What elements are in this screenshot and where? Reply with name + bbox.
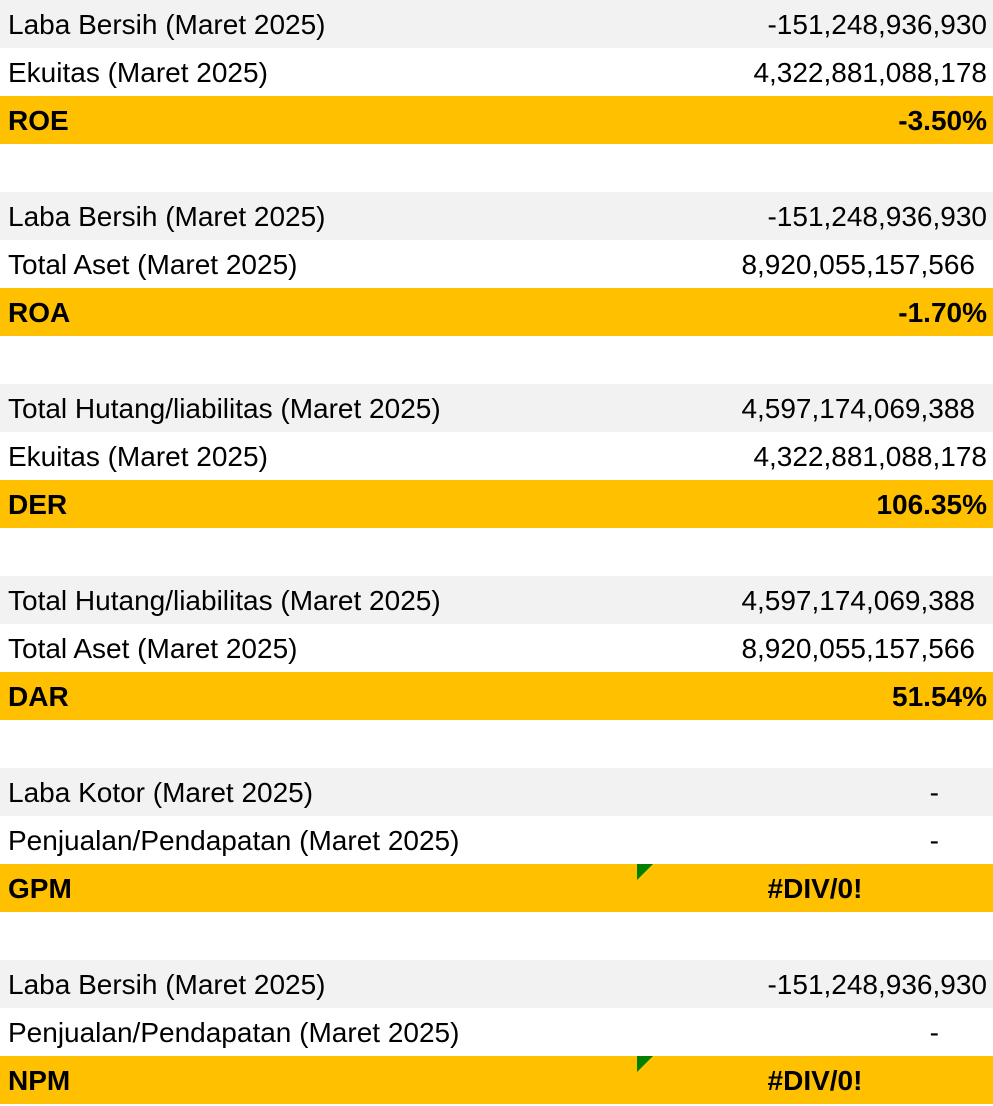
- cell-label[interactable]: Total Aset (Maret 2025): [8, 249, 298, 280]
- cell-value[interactable]: 51.54%: [892, 681, 987, 712]
- result-row: DAR 51.54%: [0, 672, 993, 720]
- cell-value[interactable]: -3.50%: [898, 105, 987, 136]
- cell-value[interactable]: -: [929, 1017, 939, 1048]
- cell-label[interactable]: Ekuitas (Maret 2025): [8, 441, 268, 472]
- cell-label[interactable]: NPM: [8, 1065, 71, 1096]
- cell-label[interactable]: DER: [8, 489, 68, 520]
- cell-label[interactable]: Laba Bersih (Maret 2025): [8, 9, 326, 40]
- cell-label[interactable]: Total Aset (Maret 2025): [8, 633, 298, 664]
- cell-label[interactable]: ROE: [8, 105, 69, 136]
- cell-value[interactable]: -1.70%: [898, 297, 987, 328]
- result-row: ROE -3.50%: [0, 96, 993, 144]
- cell-label[interactable]: DAR: [8, 681, 69, 712]
- cell-value[interactable]: -151,248,936,930: [767, 9, 987, 40]
- cell-label[interactable]: Ekuitas (Maret 2025): [8, 57, 268, 88]
- cell-label[interactable]: Penjualan/Pendapatan (Maret 2025): [8, 1017, 460, 1048]
- data-row: Total Hutang/liabilitas (Maret 2025) 4,59…: [0, 384, 993, 432]
- cell-value[interactable]: 4,597,174,069,388: [741, 393, 975, 424]
- cell-label[interactable]: ROA: [8, 297, 71, 328]
- result-row: ROA -1.70%: [0, 288, 993, 336]
- data-row: Penjualan/Pendapatan (Maret 2025) -: [0, 816, 993, 864]
- data-row: Total Aset (Maret 2025) 8,920,055,157,566: [0, 240, 993, 288]
- error-indicator-icon[interactable]: [637, 864, 653, 880]
- cell-value[interactable]: -: [929, 777, 939, 808]
- cell-value[interactable]: 4,597,174,069,388: [741, 585, 975, 616]
- data-row: Ekuitas (Maret 2025) 4,322,881,088,178: [0, 432, 993, 480]
- result-row: NPM #DIV/0!: [0, 1056, 993, 1104]
- cell-value[interactable]: -151,248,936,930: [767, 969, 987, 1000]
- data-row: Total Aset (Maret 2025) 8,920,055,157,566: [0, 624, 993, 672]
- cell-label[interactable]: Total Hutang/liabilitas (Maret 2025): [8, 585, 441, 616]
- data-row: Ekuitas (Maret 2025) 4,322,881,088,178: [0, 48, 993, 96]
- data-row: Penjualan/Pendapatan (Maret 2025) -: [0, 1008, 993, 1056]
- cell-label[interactable]: GPM: [8, 873, 72, 904]
- data-row: Total Hutang/liabilitas (Maret 2025) 4,59…: [0, 576, 993, 624]
- cell-value[interactable]: 4,322,881,088,178: [753, 57, 987, 88]
- data-row: Laba Kotor (Maret 2025) -: [0, 768, 993, 816]
- cell-value[interactable]: 8,920,055,157,566: [741, 633, 975, 664]
- cell-value[interactable]: -: [929, 825, 939, 856]
- cell-label[interactable]: Laba Kotor (Maret 2025): [8, 777, 314, 808]
- cell-label[interactable]: Laba Bersih (Maret 2025): [8, 969, 326, 1000]
- cell-value[interactable]: 106.35%: [876, 489, 987, 520]
- data-row: Laba Bersih (Maret 2025) -151,248,936,930: [0, 192, 993, 240]
- cell-value[interactable]: 4,322,881,088,178: [753, 441, 987, 472]
- result-row: DER 106.35%: [0, 480, 993, 528]
- cell-value[interactable]: #DIV/0!: [767, 1065, 863, 1096]
- cell-value[interactable]: -151,248,936,930: [767, 201, 987, 232]
- cell-label[interactable]: Penjualan/Pendapatan (Maret 2025): [8, 825, 460, 856]
- cell-label[interactable]: Total Hutang/liabilitas (Maret 2025): [8, 393, 441, 424]
- data-row: Laba Bersih (Maret 2025) -151,248,936,930: [0, 0, 993, 48]
- result-row: GPM #DIV/0!: [0, 864, 993, 912]
- error-indicator-icon[interactable]: [637, 1056, 653, 1072]
- cell-value[interactable]: #DIV/0!: [767, 873, 863, 904]
- data-row: Laba Bersih (Maret 2025) -151,248,936,930: [0, 960, 993, 1008]
- cell-label[interactable]: Laba Bersih (Maret 2025): [8, 201, 326, 232]
- cell-value[interactable]: 8,920,055,157,566: [741, 249, 975, 280]
